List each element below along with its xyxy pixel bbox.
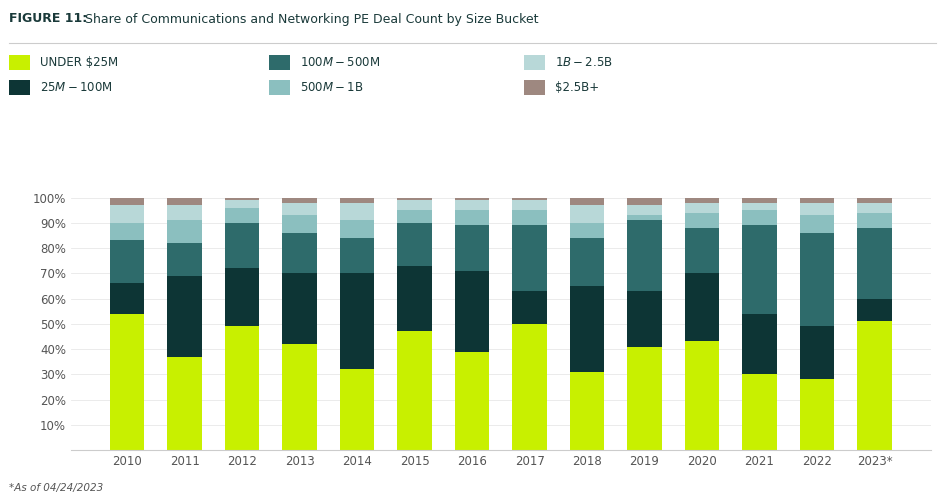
Bar (684, 228, 718, 274)
Bar (856, 298, 891, 322)
Bar (282, 233, 316, 274)
Bar (167, 276, 202, 356)
Bar (741, 314, 776, 374)
Bar (110, 223, 144, 240)
Bar (282, 344, 316, 450)
Bar (167, 205, 202, 220)
Bar (856, 322, 891, 450)
Bar (167, 220, 202, 243)
Bar (225, 223, 260, 268)
Bar (512, 198, 547, 200)
Bar (741, 210, 776, 226)
Bar (454, 226, 489, 271)
Text: FIGURE 11:: FIGURE 11: (9, 12, 88, 26)
Bar (282, 202, 316, 215)
Bar (627, 220, 661, 291)
Bar (684, 202, 718, 212)
Bar (397, 223, 431, 266)
Bar (282, 215, 316, 233)
Bar (684, 274, 718, 342)
Bar (569, 198, 603, 205)
Bar (569, 205, 603, 223)
Bar (397, 210, 431, 223)
Bar (512, 324, 547, 450)
Text: $100M-$500M: $100M-$500M (299, 56, 379, 69)
Bar (627, 346, 661, 450)
Bar (225, 198, 260, 200)
Bar (799, 198, 834, 202)
Text: $1B-$2.5B: $1B-$2.5B (554, 56, 612, 69)
Bar (569, 372, 603, 450)
Bar (569, 223, 603, 238)
Bar (110, 205, 144, 223)
Bar (225, 200, 260, 207)
Bar (454, 271, 489, 351)
Bar (569, 286, 603, 372)
Text: *As of 04/24/2023: *As of 04/24/2023 (9, 482, 104, 492)
Bar (856, 212, 891, 228)
Bar (627, 205, 661, 215)
Bar (340, 202, 374, 220)
Bar (397, 198, 431, 200)
Bar (454, 200, 489, 210)
Bar (512, 291, 547, 324)
Bar (799, 202, 834, 215)
Bar (167, 198, 202, 205)
Bar (799, 215, 834, 233)
Bar (512, 200, 547, 210)
Bar (512, 226, 547, 291)
Bar (799, 380, 834, 450)
Bar (856, 228, 891, 298)
Bar (856, 202, 891, 212)
Bar (454, 198, 489, 200)
Bar (225, 326, 260, 450)
Bar (741, 202, 776, 210)
Bar (110, 240, 144, 284)
Text: $500M-$1B: $500M-$1B (299, 81, 362, 94)
Bar (799, 326, 834, 380)
Bar (110, 198, 144, 205)
Bar (340, 274, 374, 369)
Text: UNDER $25M: UNDER $25M (40, 56, 118, 69)
Bar (282, 274, 316, 344)
Text: $2.5B+: $2.5B+ (554, 81, 598, 94)
Bar (110, 284, 144, 314)
Bar (225, 208, 260, 223)
Bar (397, 200, 431, 210)
Text: $25M-$100M: $25M-$100M (40, 81, 112, 94)
Bar (454, 210, 489, 226)
Bar (741, 198, 776, 202)
Bar (167, 243, 202, 276)
Bar (799, 233, 834, 326)
Bar (627, 291, 661, 346)
Bar (110, 314, 144, 450)
Bar (397, 332, 431, 450)
Bar (856, 198, 891, 202)
Bar (512, 210, 547, 226)
Bar (454, 352, 489, 450)
Bar (397, 266, 431, 332)
Bar (340, 220, 374, 238)
Bar (741, 226, 776, 314)
Bar (340, 238, 374, 274)
Bar (569, 238, 603, 286)
Bar (627, 198, 661, 205)
Bar (684, 342, 718, 450)
Bar (167, 356, 202, 450)
Bar (684, 198, 718, 202)
Bar (684, 212, 718, 228)
Text: Share of Communications and Networking PE Deal Count by Size Bucket: Share of Communications and Networking P… (77, 12, 538, 26)
Bar (282, 198, 316, 202)
Bar (741, 374, 776, 450)
Bar (225, 268, 260, 326)
Bar (340, 369, 374, 450)
Bar (340, 198, 374, 202)
Bar (627, 215, 661, 220)
